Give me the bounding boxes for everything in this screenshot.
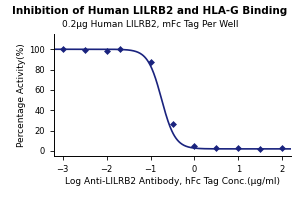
X-axis label: Log Anti-LILRB2 Antibody, hFc Tag Conc.(μg/ml): Log Anti-LILRB2 Antibody, hFc Tag Conc.(… bbox=[65, 177, 280, 186]
Point bbox=[236, 146, 241, 149]
Text: Inhibition of Human LILRB2 and HLA-G Binding: Inhibition of Human LILRB2 and HLA-G Bin… bbox=[12, 6, 288, 16]
Point bbox=[258, 147, 263, 150]
Point bbox=[214, 146, 219, 149]
Point bbox=[117, 48, 122, 51]
Text: 0.2μg Human LILRB2, mFc Tag Per Well: 0.2μg Human LILRB2, mFc Tag Per Well bbox=[62, 20, 238, 29]
Point bbox=[170, 123, 175, 126]
Point bbox=[192, 144, 197, 147]
Y-axis label: Percentage Activity(%): Percentage Activity(%) bbox=[17, 43, 26, 147]
Point bbox=[280, 146, 285, 149]
Point bbox=[82, 49, 87, 52]
Point bbox=[60, 48, 65, 51]
Point bbox=[104, 50, 109, 53]
Point bbox=[148, 61, 153, 64]
